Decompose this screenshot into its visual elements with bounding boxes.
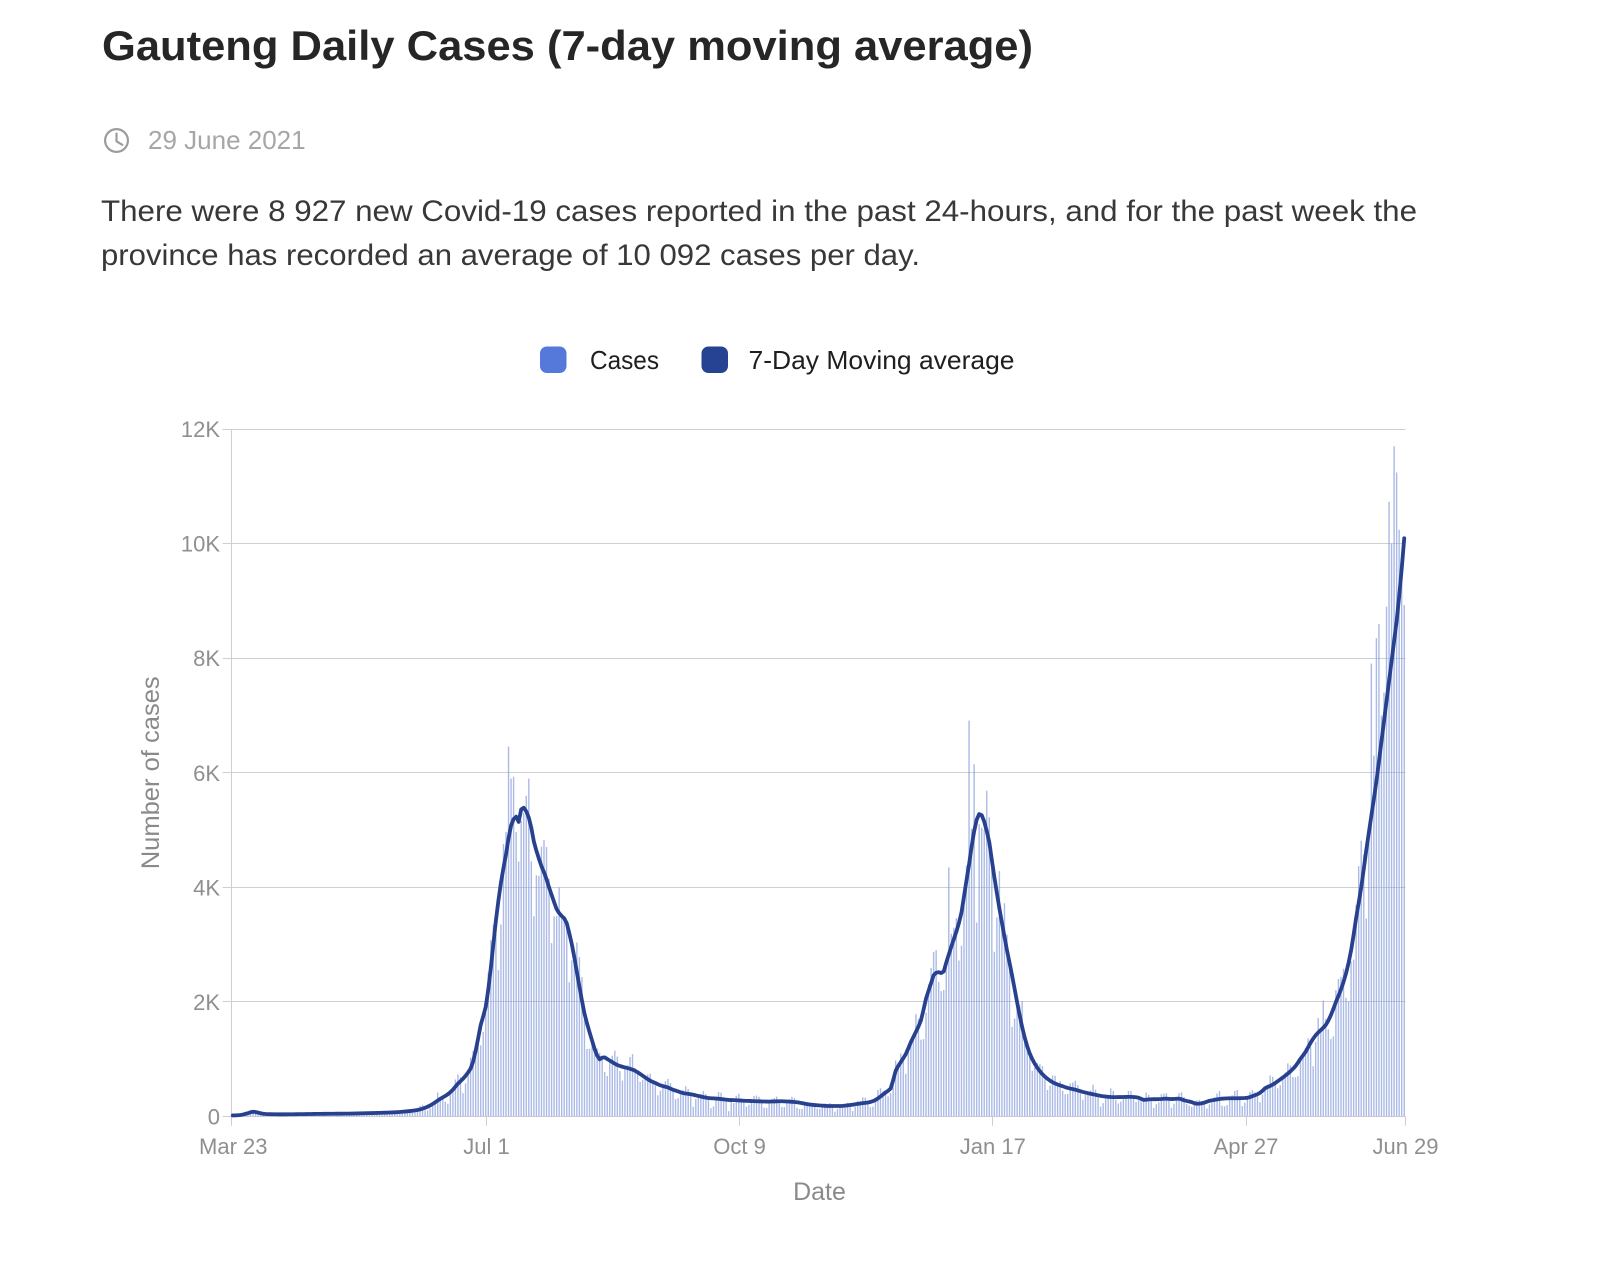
svg-text:12K: 12K bbox=[181, 417, 220, 442]
svg-text:There were 8 927 new Covid-19: There were 8 927 new Covid-19 cases repo… bbox=[101, 195, 1417, 228]
svg-text:province has recorded an avera: province has recorded an average of 10 0… bbox=[101, 239, 920, 272]
svg-text:8K: 8K bbox=[193, 646, 220, 671]
svg-text:Cases: Cases bbox=[590, 345, 659, 375]
svg-text:29 June 2021: 29 June 2021 bbox=[148, 125, 306, 155]
svg-text:2K: 2K bbox=[193, 990, 220, 1015]
svg-text:Jul 1: Jul 1 bbox=[463, 1134, 509, 1159]
svg-text:4K: 4K bbox=[193, 875, 220, 900]
svg-text:Oct 9: Oct 9 bbox=[713, 1134, 766, 1159]
svg-text:10K: 10K bbox=[181, 532, 220, 557]
svg-text:7-Day Moving average: 7-Day Moving average bbox=[749, 345, 1015, 375]
svg-text:Jun 29: Jun 29 bbox=[1372, 1134, 1438, 1159]
svg-text:Date: Date bbox=[793, 1178, 846, 1206]
svg-text:0: 0 bbox=[208, 1105, 220, 1130]
svg-text:Gauteng Daily Cases (7-day mov: Gauteng Daily Cases (7-day moving averag… bbox=[102, 22, 1033, 69]
svg-text:Jan 17: Jan 17 bbox=[960, 1134, 1026, 1159]
svg-text:Apr 27: Apr 27 bbox=[1214, 1134, 1279, 1159]
svg-text:6K: 6K bbox=[193, 761, 220, 786]
svg-text:Number of cases: Number of cases bbox=[137, 676, 165, 869]
svg-text:Mar 23: Mar 23 bbox=[199, 1134, 267, 1159]
